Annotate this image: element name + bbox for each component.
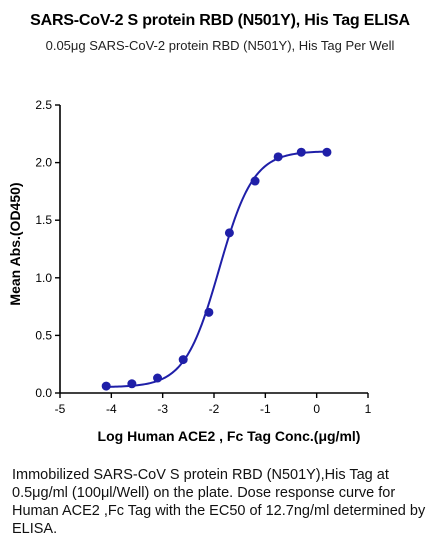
data-point: [273, 152, 283, 162]
y-tick-label: 0.0: [35, 386, 52, 400]
data-point: [204, 307, 214, 317]
fit-curve: [106, 150, 327, 388]
y-tick-label: 0.5: [35, 328, 52, 342]
y-tick-label: 2.0: [35, 156, 52, 170]
data-point: [127, 379, 137, 389]
x-axis-label: Log Human ACE2 , Fc Tag Conc.(μg/ml): [98, 428, 361, 444]
figure-caption: Immobilized SARS-CoV S protein RBD (N501…: [12, 467, 426, 537]
chart-title: SARS-CoV-2 S protein RBD (N501Y), His Ta…: [30, 12, 410, 29]
data-point: [250, 176, 260, 186]
data-point: [296, 147, 306, 157]
data-point: [224, 228, 234, 238]
data-point: [322, 147, 332, 157]
y-tick-label: 1.0: [35, 271, 52, 285]
y-axis-label: Mean Abs.(OD450): [7, 182, 23, 305]
x-tick-label: -5: [55, 402, 66, 416]
elisa-chart: -5 -4 -3 -2 -1 0 1 0.0 0.5 1.0 1.5 2.0 2.5 Log Human…: [7, 98, 372, 444]
chart-subtitle: 0.05μg SARS-CoV-2 protein RBD (N501Y), H…: [45, 38, 395, 53]
y-tick-label: 1.5: [35, 213, 52, 227]
data-point: [101, 381, 111, 391]
x-tick-label: -3: [157, 402, 168, 416]
x-tick-label: -1: [260, 402, 271, 416]
x-tick-label: 0: [313, 402, 320, 416]
data-point: [153, 373, 163, 383]
y-tick-label: 2.5: [35, 98, 52, 112]
x-tick-label: -2: [209, 402, 220, 416]
x-tick-label: -4: [106, 402, 117, 416]
data-point: [178, 355, 188, 365]
chart-axes: -5 -4 -3 -2 -1 0 1 0.0 0.5 1.0 1.5 2.0 2.5: [35, 98, 371, 416]
x-tick-label: 1: [365, 402, 372, 416]
data-points: [101, 147, 332, 391]
